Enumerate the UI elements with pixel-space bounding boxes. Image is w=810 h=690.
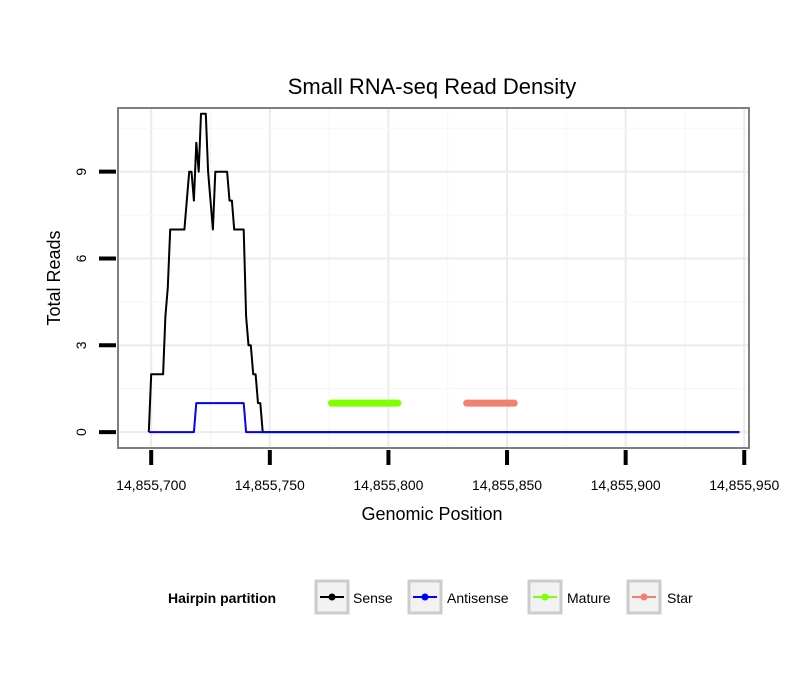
x-axis-label: Genomic Position	[361, 504, 502, 524]
y-tick-label: 6	[73, 254, 89, 262]
x-tick-label: 14,855,950	[709, 477, 779, 493]
series-layer	[147, 112, 740, 434]
x-tick-label: 14,855,750	[235, 477, 305, 493]
x-axis: 14,855,700 14,855,750 14,855,800 14,855,850…	[116, 450, 779, 493]
legend-key-point	[421, 593, 429, 601]
legend-item-sense: Sense	[314, 579, 393, 615]
y-tick-label: 9	[73, 168, 89, 176]
y-axis: 0 3 6 9	[73, 168, 116, 436]
y-axis-label: Total Reads	[44, 230, 64, 325]
series-line-antisense	[148, 402, 740, 434]
panel-background	[118, 108, 749, 448]
legend: Hairpin partition Sense Antisense Mature St…	[168, 579, 693, 615]
x-tick-label: 14,855,900	[591, 477, 661, 493]
x-tick-label: 14,855,850	[472, 477, 542, 493]
gridlines	[118, 108, 749, 448]
y-tick-label: 3	[73, 341, 89, 349]
legend-item-star: Star	[626, 579, 693, 615]
legend-key-point	[541, 593, 549, 601]
legend-label: Mature	[567, 590, 611, 606]
chart-title: Small RNA-seq Read Density	[288, 74, 577, 99]
series-line-sense	[147, 112, 740, 434]
legend-label: Antisense	[447, 590, 509, 606]
x-tick-label: 14,855,800	[353, 477, 423, 493]
legend-item-antisense: Antisense	[407, 579, 509, 615]
y-tick-label: 0	[73, 428, 89, 436]
legend-title: Hairpin partition	[168, 590, 276, 606]
legend-key-point	[328, 593, 336, 601]
legend-key-point	[640, 593, 648, 601]
legend-item-mature: Mature	[527, 579, 611, 615]
x-tick-label: 14,855,700	[116, 477, 186, 493]
legend-label: Sense	[353, 590, 393, 606]
panel-border	[117, 107, 750, 449]
legend-label: Star	[667, 590, 693, 606]
plot-panel	[117, 107, 750, 449]
